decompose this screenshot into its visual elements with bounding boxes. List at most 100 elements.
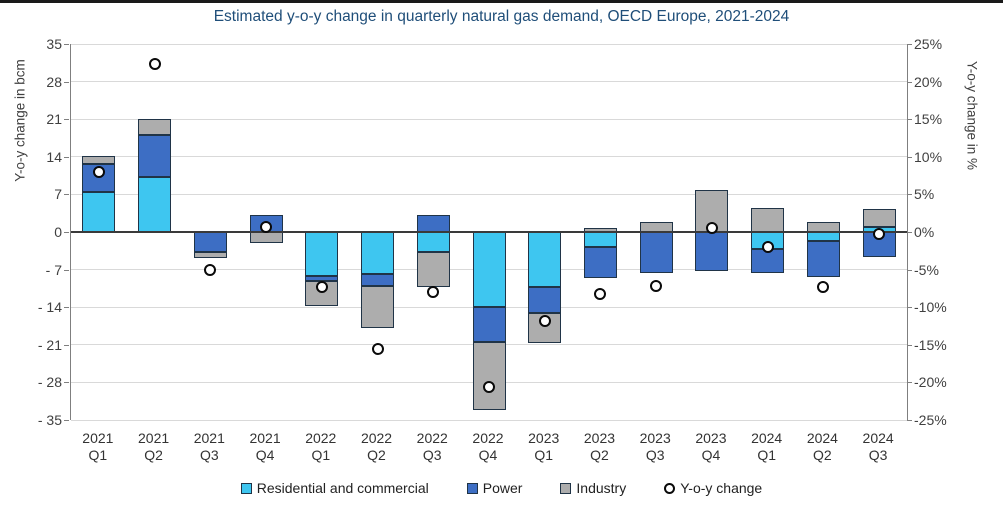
right-axis-tick-label: 25%: [914, 36, 943, 52]
yoy-change-legend-icon: [664, 482, 676, 494]
bar-segment: [416, 251, 450, 287]
bar-segment: [138, 177, 172, 232]
right-axis-tickmark: [907, 420, 912, 421]
yoy-change-marker: [427, 286, 440, 299]
x-axis-label: 2021 Q2: [138, 430, 170, 463]
left-axis-tickmark: [64, 269, 69, 271]
yoy-change-marker: [705, 222, 718, 235]
x-axis-label: 2022 Q3: [416, 430, 448, 463]
bar-segment: [416, 214, 450, 232]
left-axis-tickmark: [64, 382, 69, 384]
x-axis-label: 2023 Q3: [639, 430, 671, 463]
bar-segment: [472, 232, 506, 307]
left-axis-tickmark: [64, 44, 69, 45]
gridline: [71, 43, 907, 45]
left-axis-tick-label: - 21: [37, 336, 62, 353]
right-axis-tick-label: 5%: [914, 186, 935, 203]
bar-segment: [583, 232, 617, 247]
bar-segment: [862, 208, 896, 227]
gridline: [71, 156, 907, 158]
legend-item: Residential and commercial: [240, 480, 429, 496]
x-axis-label: 2021 Q1: [82, 430, 114, 463]
bar-segment: [639, 232, 673, 274]
x-axis-label: 2022 Q2: [360, 430, 393, 463]
bar-segment: [193, 232, 227, 253]
bar-segment: [695, 232, 729, 272]
right-axis-tickmark: [907, 307, 912, 309]
bar-segment: [249, 232, 283, 244]
bar-segment: [305, 232, 339, 276]
yoy-change-marker: [817, 280, 830, 293]
x-axis-label: 2023 Q2: [583, 430, 616, 463]
gridline: [71, 81, 907, 83]
yoy-change-marker: [761, 241, 774, 254]
bar-segment: [416, 232, 450, 252]
yoy-change-marker: [92, 165, 105, 178]
right-axis-tickmark: [907, 232, 912, 233]
legend-swatch-icon: [466, 482, 478, 494]
right-axis-tickmark: [907, 44, 912, 45]
yoy-change-marker: [483, 380, 495, 393]
legend-label: Y-o-y change: [680, 480, 763, 496]
left-axis-tickmark: [64, 307, 69, 309]
right-axis-tickmark: [907, 156, 912, 158]
x-axis-label: 2024 Q3: [862, 430, 894, 463]
zero-axis-line: [71, 231, 907, 233]
bar-segment: [528, 232, 562, 287]
right-axis-tick-label: 20%: [914, 73, 943, 90]
gridline: [71, 118, 907, 120]
left-axis-tick-label: - 7: [45, 261, 62, 278]
bar-segment: [82, 191, 116, 232]
left-axis-tick-label: 14: [46, 148, 62, 165]
legend-item: Industry: [560, 480, 626, 496]
x-axis-label: 2022 Q4: [472, 430, 504, 463]
right-axis-tickmark: [907, 344, 912, 346]
x-axis-label: 2024 Q2: [806, 430, 838, 463]
legend-swatch-icon: [560, 482, 572, 494]
bar-segment: [472, 306, 506, 342]
left-axis-tick-label: 28: [46, 73, 62, 90]
right-axis-tick-label: 15%: [914, 111, 943, 128]
left-axis-tickmark: [64, 156, 69, 158]
bar-segment: [751, 208, 785, 232]
bar-segment: [806, 240, 840, 277]
right-axis-tick-label: 10%: [914, 148, 943, 165]
x-axis-label: 2023 Q4: [695, 430, 727, 463]
x-axis-label: 2023 Q1: [528, 430, 560, 463]
yoy-change-marker: [371, 343, 384, 356]
bar-segment: [528, 286, 562, 314]
left-axis-tick-label: 7: [54, 186, 62, 203]
right-axis-tick-label: -25%: [914, 412, 947, 428]
right-axis-tickmark: [907, 81, 912, 83]
right-axis-tick-label: -10%: [914, 299, 947, 316]
yoy-change-marker: [148, 57, 161, 70]
bar-segment: [806, 232, 840, 241]
right-axis-tick-label: -5%: [914, 261, 939, 278]
right-axis-tickmark: [907, 269, 912, 271]
x-axis-label: 2024 Q1: [751, 430, 783, 463]
bar-segment: [361, 274, 395, 286]
left-axis-tickmark: [64, 344, 69, 346]
left-axis-tick-label: - 28: [37, 374, 62, 391]
right-axis-tick-label: 0%: [914, 224, 935, 240]
bar-segment: [361, 232, 395, 275]
left-axis-tick-label: - 14: [37, 299, 62, 316]
yoy-change-marker: [594, 287, 607, 300]
legend-swatch-icon: [240, 482, 252, 494]
top-border-strip: [0, 0, 1003, 3]
yoy-change-marker: [315, 280, 328, 293]
yoy-change-marker: [260, 220, 273, 233]
right-axis-tickmark: [907, 119, 912, 121]
left-axis-tick-label: 0: [54, 224, 62, 240]
left-axis-tick-label: 21: [46, 111, 62, 128]
right-axis-tickmark: [907, 382, 912, 384]
yoy-change-marker: [204, 263, 217, 276]
bar-segment: [472, 341, 506, 410]
gridline: [71, 193, 907, 195]
legend-label: Industry: [576, 480, 627, 496]
x-axis-label: 2021 Q4: [249, 430, 281, 463]
bar-segment: [361, 285, 395, 329]
left-axis-tickmark: [64, 420, 69, 421]
legend-label: Power: [482, 480, 523, 496]
